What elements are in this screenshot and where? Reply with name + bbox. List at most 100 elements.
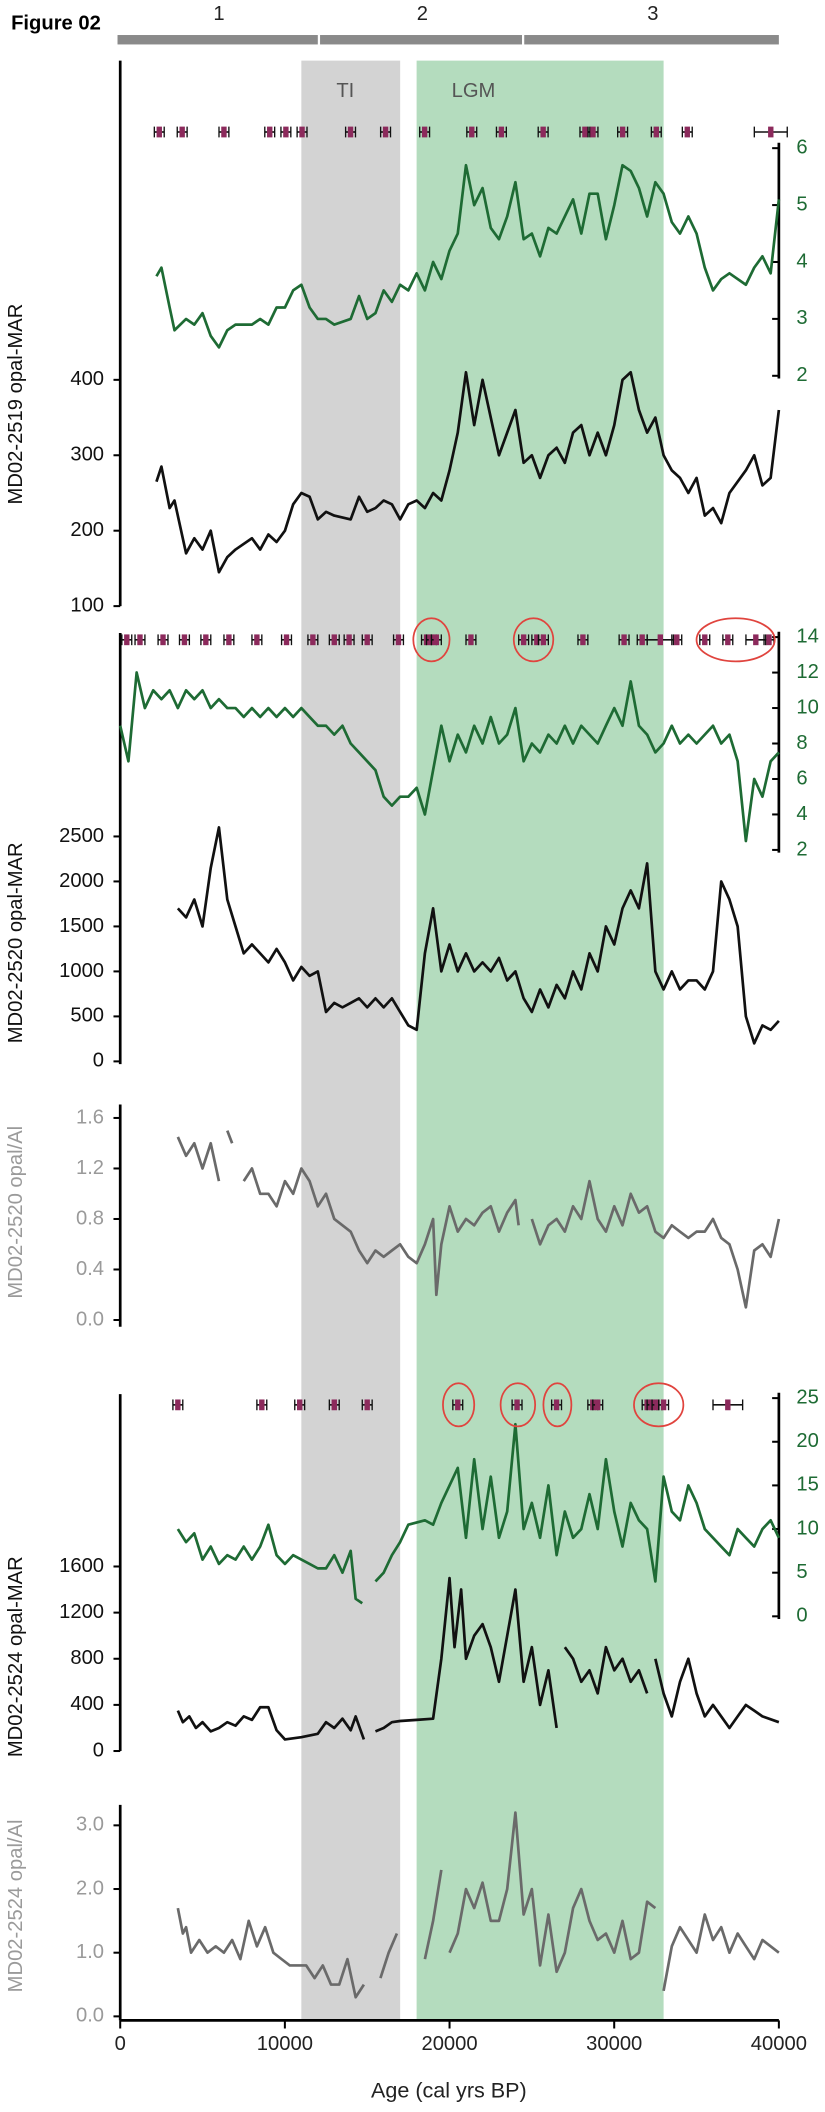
y-tick-label: 1.0 bbox=[76, 1941, 104, 1963]
y-axis-label: MD02-2519 opal-MAR bbox=[5, 304, 27, 505]
highlight-circle bbox=[633, 1382, 685, 1428]
age-control-point bbox=[328, 1399, 340, 1411]
x-tick-label: 30000 bbox=[586, 2033, 642, 2055]
date-marker bbox=[299, 126, 305, 138]
age-control-point bbox=[172, 1399, 184, 1411]
date-marker bbox=[766, 634, 772, 646]
date-marker bbox=[768, 126, 774, 138]
age-control-point bbox=[650, 126, 662, 138]
age-control-point bbox=[465, 634, 477, 646]
age-control-point bbox=[617, 126, 629, 138]
y-tick-label: 0.0 bbox=[76, 1308, 104, 1330]
date-marker bbox=[156, 126, 162, 138]
age-control-point bbox=[671, 634, 683, 646]
date-marker bbox=[221, 126, 227, 138]
y-tick-label: 2000 bbox=[59, 870, 104, 892]
date-marker bbox=[283, 634, 290, 646]
date-marker bbox=[654, 1399, 660, 1411]
age-control-point bbox=[587, 126, 599, 138]
data-line bbox=[176, 1422, 781, 1605]
date-marker bbox=[254, 634, 260, 646]
y-tick-label: 0 bbox=[796, 1605, 807, 1627]
date-marker bbox=[364, 1399, 370, 1411]
date-marker bbox=[267, 126, 273, 138]
date-marker bbox=[469, 126, 475, 138]
age-control-point bbox=[361, 1399, 373, 1411]
y-tick-label: 20 bbox=[796, 1430, 818, 1452]
age-control-point bbox=[618, 634, 630, 646]
age-control-point bbox=[379, 126, 392, 138]
shaded-period bbox=[416, 60, 664, 2021]
date-marker bbox=[179, 126, 185, 138]
age-control-point bbox=[657, 1399, 670, 1411]
age-control-point bbox=[361, 634, 373, 646]
date-marker bbox=[639, 634, 645, 646]
y-tick-label: 12 bbox=[796, 661, 818, 683]
y-tick-label: 0.4 bbox=[76, 1258, 104, 1280]
date-marker bbox=[702, 634, 708, 646]
age-control-point bbox=[712, 1399, 744, 1411]
highlight-circle bbox=[499, 1382, 537, 1428]
date-marker bbox=[725, 1399, 731, 1411]
y-axis-label: MD02-2524 opal/Al bbox=[5, 1820, 27, 1993]
age-control-point bbox=[176, 126, 188, 138]
y-tick-label: 2 bbox=[796, 838, 807, 860]
date-marker bbox=[621, 634, 627, 646]
shaded-period bbox=[301, 60, 401, 2021]
date-marker bbox=[203, 634, 209, 646]
date-marker bbox=[181, 634, 188, 646]
age-control-point bbox=[178, 634, 191, 646]
age-control-point bbox=[518, 634, 530, 646]
age-control-point bbox=[537, 126, 549, 138]
y-tick-label: 8 bbox=[796, 732, 807, 754]
y-tick-label: 800 bbox=[70, 1647, 104, 1669]
age-control-point bbox=[753, 126, 788, 138]
data-line bbox=[155, 163, 781, 349]
age-control-point bbox=[264, 126, 276, 138]
date-marker bbox=[455, 1399, 461, 1411]
y-tick-label: 5 bbox=[796, 193, 807, 215]
age-control-point bbox=[153, 126, 165, 138]
age-control-point bbox=[280, 126, 292, 138]
y-tick-label: 200 bbox=[70, 519, 104, 541]
y-tick-label: 0.0 bbox=[76, 2005, 104, 2027]
y-tick-label: 0 bbox=[93, 1739, 104, 1761]
data-line bbox=[176, 826, 780, 1045]
age-control-point bbox=[218, 126, 230, 138]
date-marker bbox=[498, 126, 505, 138]
data-line bbox=[176, 1811, 780, 1999]
x-axis-label: Age (cal yrs BP) bbox=[371, 2077, 527, 2102]
y-tick-label: 2.0 bbox=[76, 1877, 104, 1899]
age-control-point bbox=[223, 634, 235, 646]
date-marker bbox=[124, 634, 130, 646]
highlight-circle bbox=[442, 1382, 476, 1428]
date-marker bbox=[331, 1399, 337, 1411]
y-tick-label: 1.6 bbox=[76, 1106, 104, 1128]
y-tick-label: 6 bbox=[796, 767, 807, 789]
date-marker bbox=[347, 126, 354, 138]
y-tick-label: 0.8 bbox=[76, 1207, 104, 1229]
x-tick-label: 10000 bbox=[257, 2033, 313, 2055]
period-label: TI bbox=[336, 80, 354, 102]
data-line bbox=[176, 1576, 780, 1741]
date-marker bbox=[534, 634, 540, 646]
chart-title: Figure 02 bbox=[11, 13, 101, 35]
zone-bar bbox=[524, 35, 779, 45]
age-control-point bbox=[344, 126, 357, 138]
age-control-point bbox=[699, 634, 711, 646]
age-control-point bbox=[681, 126, 693, 138]
date-marker bbox=[653, 126, 659, 138]
date-marker bbox=[283, 126, 289, 138]
date-marker bbox=[590, 126, 596, 138]
date-marker bbox=[421, 126, 428, 138]
date-marker bbox=[582, 126, 588, 138]
date-marker bbox=[540, 634, 547, 646]
age-control-point bbox=[134, 634, 146, 646]
y-tick-label: 5 bbox=[796, 1561, 807, 1583]
highlight-circle bbox=[542, 1382, 573, 1428]
y-tick-label: 4 bbox=[796, 803, 807, 825]
age-control-point bbox=[722, 634, 734, 646]
date-marker bbox=[433, 634, 440, 646]
date-marker bbox=[520, 634, 527, 646]
